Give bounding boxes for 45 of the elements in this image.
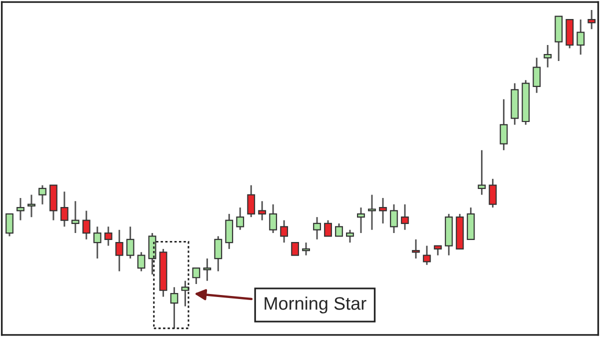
candlestick: [225, 213, 234, 250]
candlestick: [60, 190, 68, 228]
candlestick: [576, 18, 585, 56]
candlestick: [236, 206, 244, 231]
candlestick: [93, 226, 102, 260]
candlestick: [378, 197, 387, 224]
candlestick: [357, 206, 365, 234]
candlestick: [302, 242, 310, 256]
candlestick: [422, 245, 431, 266]
candlestick: [291, 242, 300, 256]
candlestick: [588, 9, 596, 30]
candlestick: [16, 197, 24, 222]
candlestick: [203, 258, 212, 282]
candlestick: [400, 204, 409, 231]
candlestick: [313, 216, 321, 240]
candlestick: [104, 226, 112, 247]
candlestick: [434, 245, 442, 256]
candlestick: [170, 286, 178, 330]
candlestick: [192, 267, 200, 285]
candlestick: [82, 210, 90, 240]
candlestick: [181, 280, 190, 308]
candlestick: [214, 235, 222, 272]
candlestick: [38, 184, 46, 206]
candlestick: [258, 200, 266, 222]
candlestick: [368, 194, 376, 231]
candlestick: [324, 220, 332, 237]
candlestick: [390, 204, 398, 234]
candlestick: [126, 226, 134, 260]
candlestick: [137, 251, 146, 272]
candlestick: [478, 149, 486, 196]
annotation: Morning Star: [264, 296, 366, 314]
candlestick: [247, 184, 256, 218]
candlestick: [280, 220, 288, 244]
candlestick: [6, 213, 14, 237]
candlestick: [532, 57, 541, 94]
candlestick: [115, 229, 124, 272]
candlestick: [269, 204, 278, 234]
candlestick: [335, 222, 343, 237]
candlestick: [346, 229, 354, 244]
candlestick: [488, 178, 497, 208]
candlestick: [27, 194, 36, 218]
candlestick: [412, 238, 420, 260]
candlestick: [500, 98, 508, 151]
candlestick: [544, 44, 552, 68]
candlestick: [71, 200, 80, 234]
